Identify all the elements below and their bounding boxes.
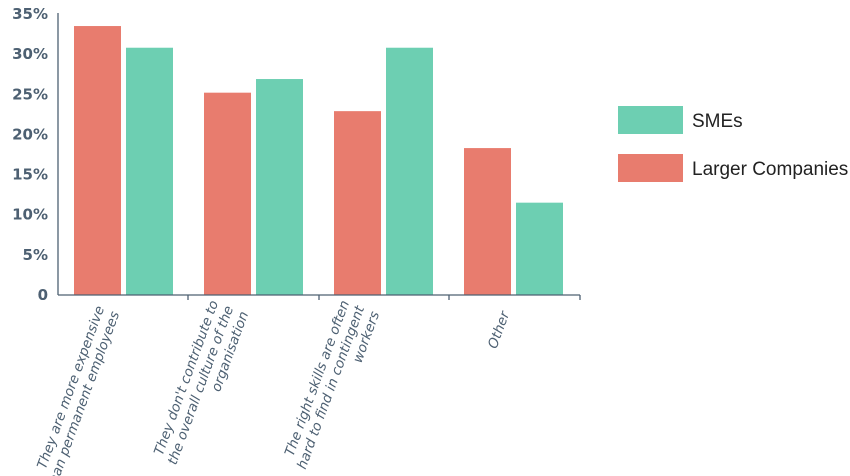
bar-smes-3 — [386, 47, 433, 295]
bar-smes-2 — [256, 79, 303, 295]
y-tick-label: 20% — [12, 125, 48, 143]
category-label-line: Other — [485, 308, 514, 351]
y-tick-label: 30% — [12, 45, 48, 63]
x-tick-marks — [187, 295, 581, 300]
legend-label-larger-companies: Larger Companies — [692, 159, 848, 180]
y-tick-label: 0 — [38, 286, 48, 304]
bar-larger-companies-1 — [74, 26, 121, 296]
legend-label-smes: SMEs — [692, 111, 743, 132]
y-tick-label: 15% — [12, 166, 48, 184]
y-tick-labels: 0 5% 10% 15% 20% 25% 30% 35% — [12, 5, 48, 304]
bar-smes-1 — [126, 47, 173, 295]
legend-swatch-larger-companies — [618, 154, 683, 182]
bar-larger-companies-3 — [334, 111, 381, 295]
y-tick-label: 25% — [12, 85, 48, 103]
bars-group — [74, 26, 563, 296]
legend-swatch-smes — [618, 106, 683, 134]
y-tick-label: 5% — [23, 246, 48, 264]
y-tick-label: 35% — [12, 5, 48, 23]
bar-larger-companies-4 — [464, 148, 511, 295]
legend: SMEs Larger Companies — [618, 106, 848, 182]
bar-larger-companies-2 — [204, 92, 251, 296]
category-label-4: Other — [485, 308, 514, 351]
y-tick-label: 10% — [12, 206, 48, 224]
bar-smes-4 — [516, 202, 563, 295]
